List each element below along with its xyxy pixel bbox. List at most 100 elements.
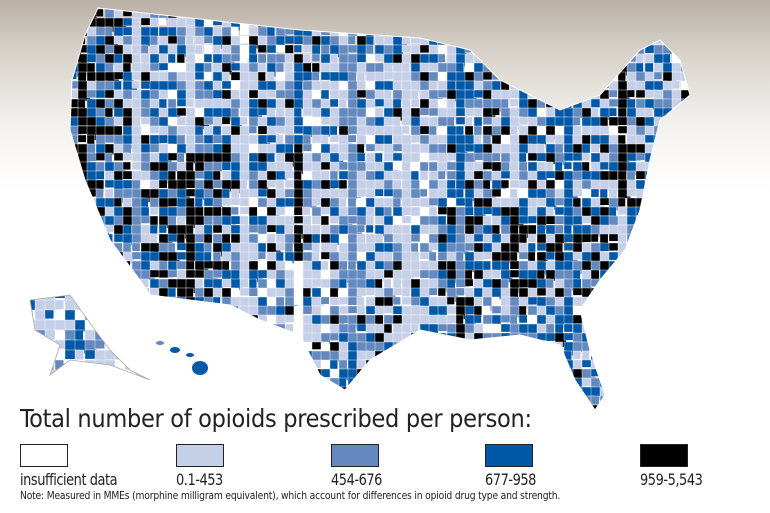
county-cell bbox=[545, 26, 559, 37]
county-cell bbox=[689, 98, 690, 110]
county-cell bbox=[545, 44, 561, 59]
county-cell bbox=[176, 134, 186, 145]
county-cell bbox=[185, 341, 199, 352]
county-cell bbox=[671, 395, 680, 407]
county-cell bbox=[176, 8, 187, 10]
county-cell bbox=[113, 71, 125, 80]
county-cell bbox=[113, 80, 122, 91]
county-cell bbox=[266, 188, 276, 200]
county-cell bbox=[176, 152, 185, 164]
county-cell bbox=[311, 53, 321, 62]
county-cell bbox=[590, 80, 604, 92]
county-cell bbox=[70, 35, 79, 49]
county-cell bbox=[239, 377, 250, 386]
county-cell bbox=[140, 296, 151, 309]
county-cell bbox=[662, 323, 675, 334]
county-cell bbox=[644, 359, 653, 375]
county-cell bbox=[248, 215, 259, 226]
county-cell bbox=[536, 89, 548, 101]
county-cell bbox=[392, 26, 405, 37]
county-cell bbox=[176, 359, 188, 374]
county-cell bbox=[572, 26, 587, 41]
county-cell bbox=[194, 197, 203, 208]
county-cell bbox=[257, 224, 267, 235]
county-cell bbox=[124, 339, 141, 355]
county-cell bbox=[437, 53, 446, 63]
county-cell bbox=[275, 17, 284, 28]
county-cell bbox=[77, 44, 88, 53]
county-cell bbox=[554, 35, 568, 51]
county-cell bbox=[699, 396, 707, 409]
county-cell bbox=[689, 260, 690, 273]
county-cell bbox=[473, 314, 482, 324]
county-cell bbox=[699, 369, 712, 381]
county-cell bbox=[86, 278, 102, 290]
county-cell bbox=[671, 323, 685, 334]
county-cell bbox=[54, 369, 67, 380]
county-cell bbox=[239, 8, 250, 11]
county-cell bbox=[699, 378, 710, 385]
county-cell bbox=[473, 44, 486, 55]
county-cell bbox=[257, 377, 269, 392]
county-cell bbox=[194, 62, 205, 73]
legend-label: 0.1-453 bbox=[176, 470, 223, 489]
county-cell bbox=[500, 368, 513, 380]
county-cell bbox=[221, 395, 232, 405]
county-cell bbox=[158, 377, 170, 392]
county-cell bbox=[167, 233, 179, 243]
county-cell bbox=[86, 251, 99, 261]
county-cell bbox=[84, 379, 99, 380]
county-cell bbox=[95, 260, 109, 275]
county-cell bbox=[437, 260, 447, 272]
county-cell bbox=[437, 98, 447, 109]
county-cell bbox=[608, 404, 624, 410]
county-cell bbox=[158, 359, 173, 368]
county-cell bbox=[617, 35, 633, 45]
county-cell bbox=[554, 395, 568, 407]
county-cell bbox=[671, 314, 683, 326]
county-cell bbox=[590, 233, 599, 243]
county-cell bbox=[383, 269, 395, 279]
county-cell bbox=[437, 8, 452, 17]
county-cell bbox=[635, 35, 645, 49]
county-cell bbox=[689, 80, 690, 92]
county-cell bbox=[185, 323, 195, 335]
county-cell bbox=[581, 107, 592, 118]
county-cell bbox=[383, 17, 393, 31]
county-cell bbox=[699, 243, 712, 251]
county-cell bbox=[617, 314, 631, 329]
county-cell bbox=[60, 198, 68, 206]
county-cell bbox=[94, 295, 105, 306]
county-cell bbox=[212, 206, 222, 217]
county-cell bbox=[302, 305, 313, 315]
county-cell bbox=[176, 386, 190, 395]
county-cell bbox=[70, 161, 81, 174]
county-cell bbox=[70, 368, 74, 380]
county-cell bbox=[590, 260, 602, 271]
county-cell bbox=[689, 116, 690, 129]
county-cell bbox=[338, 305, 350, 315]
county-cell bbox=[482, 341, 492, 357]
county-cell bbox=[356, 8, 366, 14]
county-cell bbox=[617, 323, 626, 337]
legend-item-low: 0.1-453 bbox=[176, 444, 224, 489]
county-cell bbox=[383, 152, 395, 162]
county-cell bbox=[221, 341, 234, 355]
county-cell bbox=[275, 251, 284, 262]
county-cell bbox=[311, 8, 322, 19]
county-cell bbox=[266, 368, 281, 379]
county-cell bbox=[302, 206, 311, 216]
county-cell bbox=[653, 188, 663, 197]
county-cell bbox=[70, 206, 73, 218]
county-cell bbox=[230, 233, 242, 244]
county-cell bbox=[473, 359, 488, 375]
county-cell bbox=[392, 179, 402, 190]
legend-swatch bbox=[176, 444, 224, 467]
county-cell bbox=[680, 224, 690, 239]
county-cell bbox=[70, 260, 71, 274]
county-cell bbox=[491, 269, 501, 279]
county-cell bbox=[662, 179, 673, 190]
county-cell bbox=[74, 295, 88, 305]
county-cell bbox=[635, 377, 646, 386]
